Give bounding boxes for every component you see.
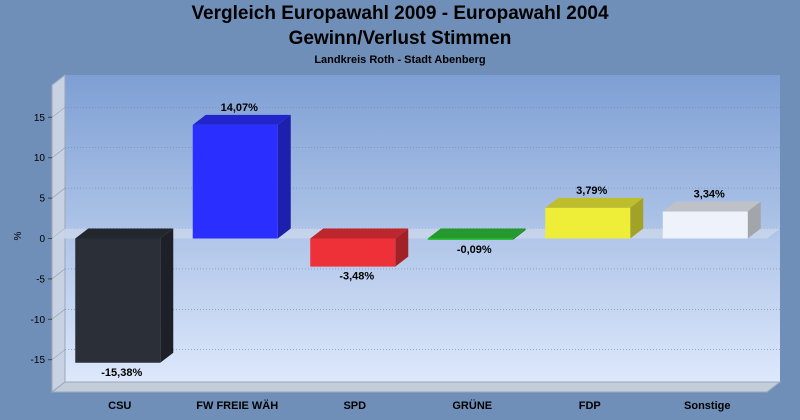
y-tick-label: 5	[39, 194, 45, 205]
grid-line-side	[51, 147, 66, 158]
category-label: FW FREIE WÄH	[196, 399, 278, 412]
y-axis-label: %	[13, 231, 24, 240]
bar-fw-freie-w-h: 14,07%	[192, 102, 291, 239]
grid-line-side	[51, 107, 66, 118]
bar-top-face	[192, 114, 291, 125]
y-tick-label: 15	[34, 113, 46, 124]
bar-csu: -15,38%	[75, 228, 174, 379]
bar-top-face	[310, 228, 409, 239]
chart-subtitle: Gewinn/Verlust Stimmen	[288, 28, 512, 49]
y-tick-label: -5	[36, 274, 45, 285]
bar-value-label: 14,07%	[221, 102, 259, 114]
category-label: Sonstige	[684, 400, 730, 412]
x-axis: CSU FW FREIE WÄH SPD GRÜNE FDP Sonstige	[108, 399, 730, 412]
bar-gr-ne: -0,09%	[427, 228, 526, 256]
grid-line-side	[51, 349, 66, 360]
bar-front-face	[662, 211, 748, 239]
bars: -15,38% 14,07% -3,48% -0,09% 3,79% 3,34%	[75, 102, 761, 379]
bar-value-label: -0,09%	[457, 244, 492, 256]
bar-side-face	[277, 114, 291, 239]
bar-value-label: -3,48%	[339, 271, 374, 283]
bar-value-label: 3,79%	[576, 185, 607, 197]
bar-top-face	[662, 201, 761, 212]
bar-top-face	[545, 197, 644, 208]
bar-top-face	[75, 228, 174, 239]
bar-side-face	[747, 201, 761, 239]
bar-spd: -3,48%	[310, 228, 409, 283]
grid-line-side	[51, 268, 66, 280]
chart-title: Vergleich Europawahl 2009 - Europawahl 2…	[191, 3, 609, 24]
bar-side-face	[160, 228, 174, 363]
y-tick-label: -10	[31, 315, 46, 326]
bar-front-face	[192, 124, 278, 239]
category-label: CSU	[108, 400, 131, 412]
y-tick-label: -15	[31, 355, 46, 366]
bar-sonstige: 3,34%	[662, 189, 761, 239]
chart-caption: Landkreis Roth - Stadt Abenberg	[314, 54, 486, 66]
y-axis: 15 10 5 0 -5 -10 -15	[31, 113, 52, 366]
bar-front-face	[545, 207, 631, 239]
bar-side-face	[395, 228, 409, 267]
bar-front-face	[427, 238, 513, 240]
y-tick-label: 0	[39, 234, 45, 245]
category-label: GRÜNE	[452, 399, 492, 412]
bar-top-face	[427, 228, 526, 239]
bar-front-face	[310, 238, 396, 267]
bar-side-face	[512, 228, 526, 240]
plot-floor	[50, 381, 782, 393]
category-label: SPD	[343, 400, 366, 412]
grid-line-side	[51, 309, 66, 320]
bar-side-face	[630, 197, 644, 239]
bar-fdp: 3,79%	[545, 185, 644, 239]
bar-value-label: 3,34%	[694, 189, 725, 201]
y-tick-label: 10	[34, 153, 46, 164]
bar-value-label: -15,38%	[101, 367, 142, 379]
bar-front-face	[75, 238, 161, 363]
grid-line-side	[51, 187, 66, 199]
category-label: FDP	[579, 400, 601, 412]
